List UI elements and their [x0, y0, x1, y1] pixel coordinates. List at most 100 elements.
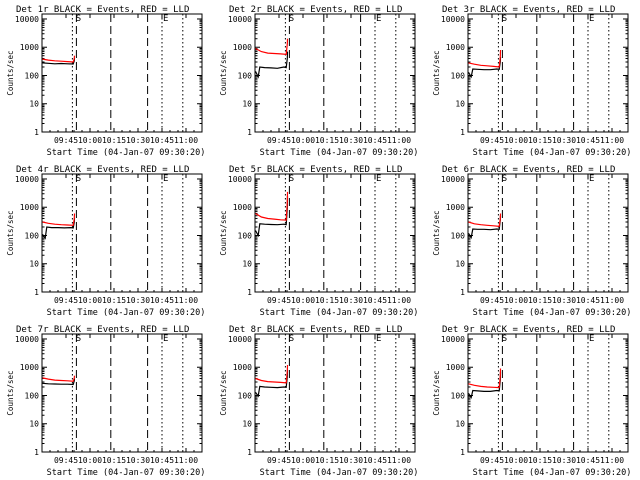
plot-frame	[41, 13, 203, 133]
y-tick-label: 100	[238, 391, 253, 400]
x-tick-label: 10:00	[78, 136, 102, 145]
x-tick-label: 11:00	[387, 456, 411, 465]
marker-label: S	[502, 14, 507, 24]
lld-rate-line	[42, 213, 76, 226]
y-tick-label: 1000	[233, 43, 252, 52]
marker-label: E	[589, 14, 594, 24]
y-tick-label: 10	[29, 420, 39, 429]
marker-label: E	[163, 174, 168, 184]
y-tick-label: 1000	[446, 43, 465, 52]
lld-rate-line	[42, 375, 76, 382]
x-tick-label: 10:15	[315, 296, 339, 305]
y-tick-label: 10000	[441, 335, 465, 344]
panel-title: Det 3r BLACK = Events, RED = LLD	[442, 5, 615, 15]
y-tick-label: 10	[29, 100, 39, 109]
y-tick-label: 1000	[446, 203, 465, 212]
panel-title: Det 9r BLACK = Events, RED = LLD	[442, 325, 615, 335]
y-tick-label: 10000	[441, 15, 465, 24]
x-tick-label: 09:45	[267, 296, 291, 305]
x-tick-label: 10:30	[126, 136, 150, 145]
marker-label: S	[76, 174, 81, 184]
x-tick-label: 09:45	[267, 456, 291, 465]
y-tick-label: 1	[460, 128, 465, 137]
x-tick-label: 10:15	[315, 136, 339, 145]
x-tick-label: 10:00	[291, 456, 315, 465]
lld-rate-line	[42, 55, 76, 63]
panel-title: Det 8r BLACK = Events, RED = LLD	[229, 325, 402, 335]
x-tick-label: 10:30	[126, 296, 150, 305]
lld-rate-line	[468, 213, 502, 228]
lld-rate-line	[255, 38, 289, 55]
x-tick-label: 10:15	[102, 296, 126, 305]
plot-frame	[467, 173, 629, 293]
y-tick-label: 10000	[228, 175, 252, 184]
x-tick-label: 10:45	[576, 136, 600, 145]
lld-rate-line	[468, 368, 502, 389]
x-tick-label: 10:30	[552, 296, 576, 305]
x-tick-label: 10:45	[363, 296, 387, 305]
x-tick-label: 11:00	[174, 456, 198, 465]
x-tick-label: 11:00	[387, 136, 411, 145]
event-rate-line	[254, 51, 289, 79]
x-tick-label: 10:45	[363, 456, 387, 465]
x-tick-label: 11:00	[174, 136, 198, 145]
detector-panel: Det 5r BLACK = Events, RED = LLD Start Ti…	[219, 165, 418, 318]
y-tick-label: 1	[34, 288, 39, 297]
x-axis-label: Start Time (04-Jan-07 09:30:20)	[260, 148, 419, 158]
x-axis-label: Start Time (04-Jan-07 09:30:20)	[47, 308, 206, 318]
y-tick-label: 10	[242, 420, 252, 429]
x-tick-label: 10:30	[552, 456, 576, 465]
y-axis-label: Counts/sec	[432, 50, 441, 95]
plot-frame	[467, 13, 629, 133]
y-tick-label: 1000	[20, 43, 39, 52]
x-tick-label: 10:15	[528, 296, 552, 305]
x-axis-label: Start Time (04-Jan-07 09:30:20)	[47, 148, 206, 158]
x-tick-label: 11:00	[387, 296, 411, 305]
plot-frame	[254, 13, 416, 133]
lld-rate-line	[255, 364, 289, 384]
x-axis-label: Start Time (04-Jan-07 09:30:20)	[473, 308, 632, 318]
plot-frame	[254, 333, 416, 453]
plot-frame	[41, 173, 203, 293]
x-axis-label: Start Time (04-Jan-07 09:30:20)	[473, 468, 632, 478]
event-rate-line	[42, 217, 76, 240]
x-tick-label: 10:00	[78, 296, 102, 305]
x-tick-label: 10:15	[315, 456, 339, 465]
y-tick-label: 100	[451, 391, 466, 400]
detector-panel: Det 1r BLACK = Events, RED = LLD Start Ti…	[6, 5, 205, 158]
y-axis-label: Counts/sec	[6, 370, 15, 415]
x-tick-label: 10:45	[576, 456, 600, 465]
x-tick-label: 10:30	[339, 136, 363, 145]
x-tick-label: 10:30	[552, 136, 576, 145]
panel-title: Det 6r BLACK = Events, RED = LLD	[442, 165, 615, 175]
x-tick-label: 10:30	[339, 296, 363, 305]
plot-frame	[254, 173, 416, 293]
y-tick-label: 100	[238, 71, 253, 80]
panel-title: Det 2r BLACK = Events, RED = LLD	[229, 5, 402, 15]
panel-title: Det 5r BLACK = Events, RED = LLD	[229, 165, 402, 175]
x-tick-label: 09:45	[54, 136, 78, 145]
detector-panel: Det 8r BLACK = Events, RED = LLD Start Ti…	[219, 325, 418, 478]
x-axis-label: Start Time (04-Jan-07 09:30:20)	[473, 148, 632, 158]
x-tick-label: 10:00	[504, 296, 528, 305]
x-tick-label: 10:15	[102, 456, 126, 465]
y-tick-label: 10	[455, 260, 465, 269]
y-tick-label: 10000	[228, 335, 252, 344]
y-tick-label: 10000	[15, 15, 39, 24]
event-rate-line	[42, 57, 76, 65]
y-tick-label: 1000	[20, 203, 39, 212]
y-tick-label: 1	[34, 128, 39, 137]
x-tick-label: 10:00	[291, 136, 315, 145]
y-tick-label: 10000	[15, 175, 39, 184]
x-tick-label: 10:30	[126, 456, 150, 465]
marker-label: S	[502, 174, 507, 184]
marker-label: E	[376, 334, 381, 344]
y-tick-label: 1	[247, 288, 252, 297]
marker-label: S	[289, 174, 294, 184]
detector-panel: Det 6r BLACK = Events, RED = LLD Start Ti…	[432, 165, 631, 318]
x-tick-label: 09:45	[54, 456, 78, 465]
y-tick-label: 1	[34, 448, 39, 457]
marker-label: E	[376, 14, 381, 24]
marker-label: E	[589, 334, 594, 344]
